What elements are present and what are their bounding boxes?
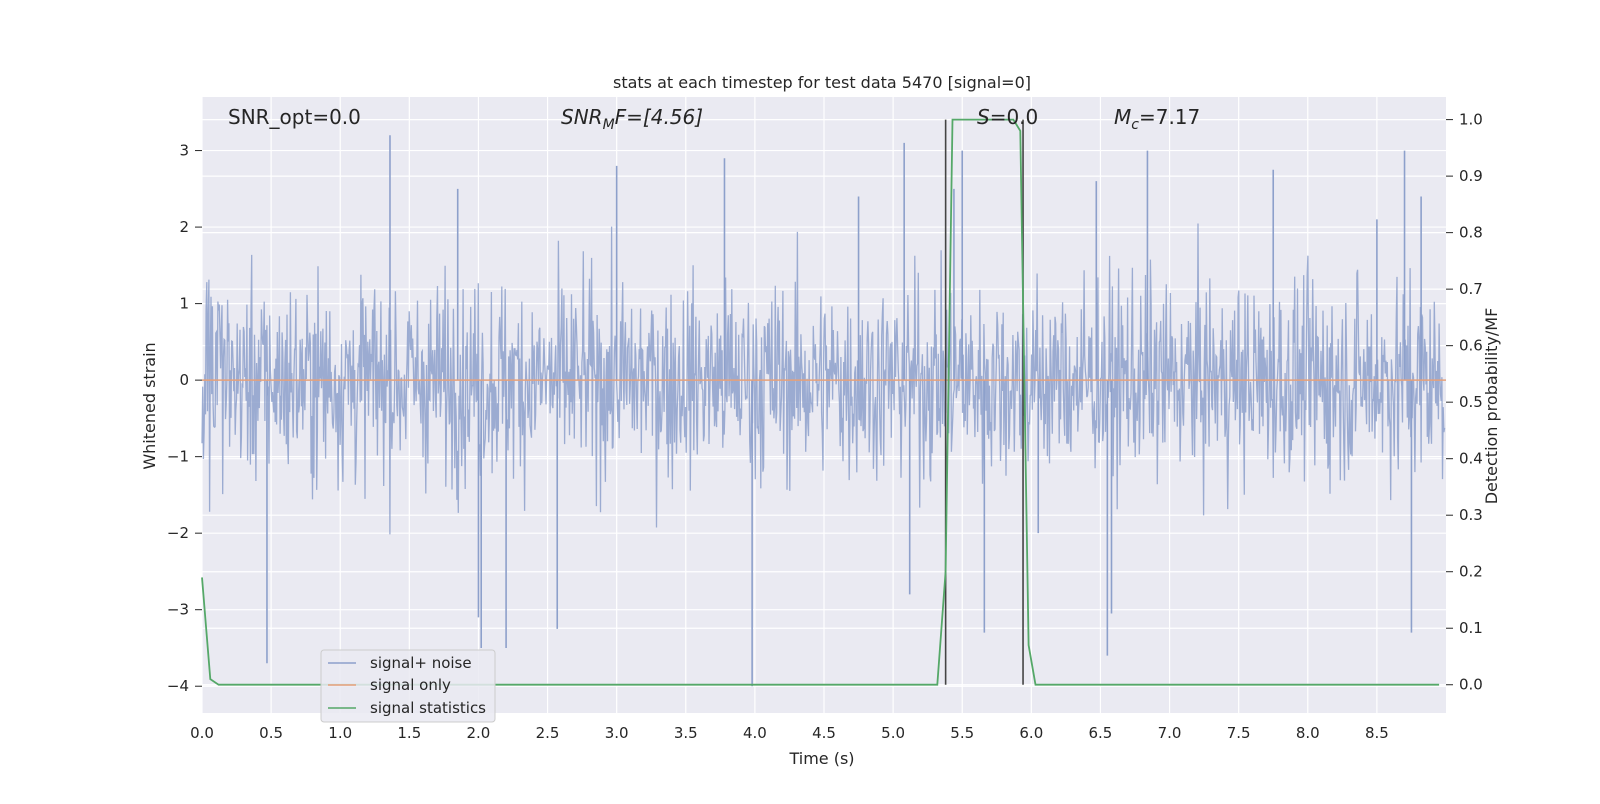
legend-label-signal-statistics: signal statistics — [370, 699, 486, 717]
legend-box — [320, 649, 496, 723]
y-right-tick-label: 0.5 — [1459, 393, 1483, 411]
annotation-s-symbol: S — [977, 105, 990, 129]
y-axis-label-right: Detection probability/MF — [1482, 308, 1501, 505]
x-tick-label: 2.5 — [536, 724, 560, 742]
legend-label-signal-noise: signal+ noise — [370, 654, 472, 672]
y-right-tick-label: 0.0 — [1459, 676, 1483, 694]
y-left-tick-label: 3 — [179, 142, 189, 160]
x-tick-label: 4.5 — [812, 724, 836, 742]
x-tick-label: 0.5 — [259, 724, 283, 742]
annotation-mc-sub: c — [1131, 117, 1139, 133]
x-tick-label: 7.5 — [1227, 724, 1251, 742]
annotation-s: S=0.0 — [977, 105, 1038, 129]
y-left-tick-label: −3 — [167, 601, 189, 619]
chart-title: stats at each timestep for test data 547… — [613, 73, 1031, 92]
annotation-snr-mf: SNRMF=[4.56] — [561, 105, 703, 133]
y-left-tick-label: 1 — [179, 295, 189, 313]
annotation-snr-mf-sub: M — [603, 117, 615, 133]
y-axis-label-left: Whitened strain — [140, 342, 159, 469]
x-axis-label: Time (s) — [788, 749, 854, 768]
annotation-mc-base: M — [1114, 105, 1131, 129]
noise-line — [201, 223, 1446, 535]
x-tick-label: 6.5 — [1089, 724, 1113, 742]
annotation-snr-mf-rest: F=[4.56] — [615, 105, 703, 129]
x-tick-label: 1.0 — [328, 724, 352, 742]
y-right-tick-label: 0.9 — [1459, 167, 1483, 185]
x-tick-label: 8.0 — [1296, 724, 1320, 742]
y-left-tick-label: −2 — [167, 524, 189, 542]
x-tick-label: 4.0 — [743, 724, 767, 742]
y-right-tick-label: 1.0 — [1459, 111, 1483, 129]
annotation-snr-opt-text: SNR_opt=0.0 — [228, 105, 361, 129]
x-tick-label: 0.0 — [190, 724, 214, 742]
series-signal-noise — [201, 135, 1446, 687]
y-right-tick-label: 0.7 — [1459, 280, 1483, 298]
y-left-tick-label: 2 — [179, 218, 189, 236]
annotation-s-value: =0.0 — [990, 105, 1039, 129]
legend: signal+ noise signal only signal statist… — [320, 649, 496, 723]
y-right-tick-label: 0.6 — [1459, 337, 1483, 355]
x-tick-label: 7.0 — [1158, 724, 1182, 742]
x-tick-label: 8.5 — [1365, 724, 1389, 742]
x-tick-label: 5.0 — [881, 724, 905, 742]
y-left-tick-label: −1 — [167, 448, 189, 466]
axis-ticks: 0.0 0.5 1.0 1.5 2.0 2.5 3.0 3.5 4.0 4.5 5.0 5.5 6.0 6… — [167, 111, 1483, 742]
y-right-tick-label: 0.4 — [1459, 450, 1483, 468]
signal-statistics-line — [201, 118, 1440, 686]
x-tick-label: 5.5 — [950, 724, 974, 742]
y-left-tick-label: −4 — [167, 677, 189, 695]
x-tick-label: 2.0 — [467, 724, 491, 742]
x-tick-label: 3.0 — [605, 724, 629, 742]
y-right-tick-label: 0.8 — [1459, 224, 1483, 242]
series-lines — [201, 118, 1446, 686]
legend-label-signal-only: signal only — [370, 676, 451, 694]
annotation-mc: Mc=7.17 — [1114, 105, 1200, 133]
x-tick-label: 3.5 — [674, 724, 698, 742]
y-right-tick-label: 0.3 — [1459, 506, 1483, 524]
y-right-tick-label: 0.2 — [1459, 563, 1483, 581]
annotation-snr-mf-base: SNR — [561, 105, 603, 129]
annotation-snr-opt: SNR_opt=0.0 — [228, 105, 361, 129]
x-tick-label: 1.5 — [397, 724, 421, 742]
annotation-mc-value: =7.17 — [1139, 105, 1200, 129]
y-left-tick-label: 0 — [179, 371, 189, 389]
y-right-tick-label: 0.1 — [1459, 619, 1483, 637]
x-tick-label: 6.0 — [1019, 724, 1043, 742]
